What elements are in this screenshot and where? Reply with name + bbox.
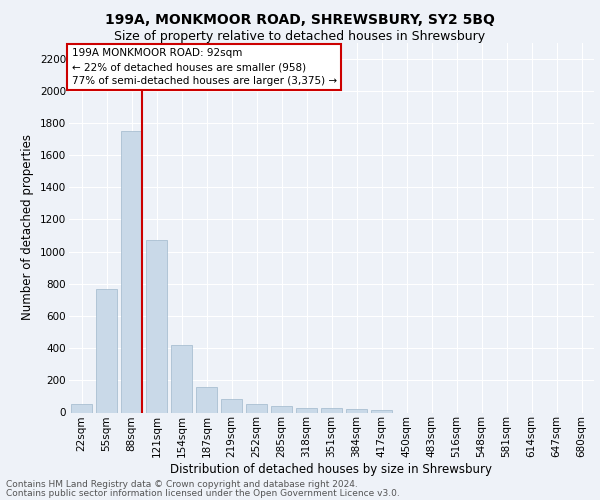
Bar	[321, 408, 342, 412]
Bar	[96, 288, 117, 412]
X-axis label: Distribution of detached houses by size in Shrewsbury: Distribution of detached houses by size …	[170, 463, 493, 476]
Bar	[71, 404, 92, 412]
Bar	[121, 131, 142, 412]
Bar	[146, 240, 167, 412]
Bar	[221, 399, 242, 412]
Bar	[196, 387, 217, 412]
Text: Contains HM Land Registry data © Crown copyright and database right 2024.: Contains HM Land Registry data © Crown c…	[6, 480, 358, 489]
Bar	[371, 410, 392, 412]
Bar	[346, 410, 367, 412]
Text: Size of property relative to detached houses in Shrewsbury: Size of property relative to detached ho…	[115, 30, 485, 43]
Bar	[271, 406, 292, 412]
Bar	[296, 408, 317, 412]
Text: Contains public sector information licensed under the Open Government Licence v3: Contains public sector information licen…	[6, 489, 400, 498]
Text: 199A MONKMOOR ROAD: 92sqm
← 22% of detached houses are smaller (958)
77% of semi: 199A MONKMOOR ROAD: 92sqm ← 22% of detac…	[71, 48, 337, 86]
Y-axis label: Number of detached properties: Number of detached properties	[22, 134, 34, 320]
Bar	[171, 345, 192, 412]
Text: 199A, MONKMOOR ROAD, SHREWSBURY, SY2 5BQ: 199A, MONKMOOR ROAD, SHREWSBURY, SY2 5BQ	[105, 12, 495, 26]
Bar	[246, 404, 267, 412]
